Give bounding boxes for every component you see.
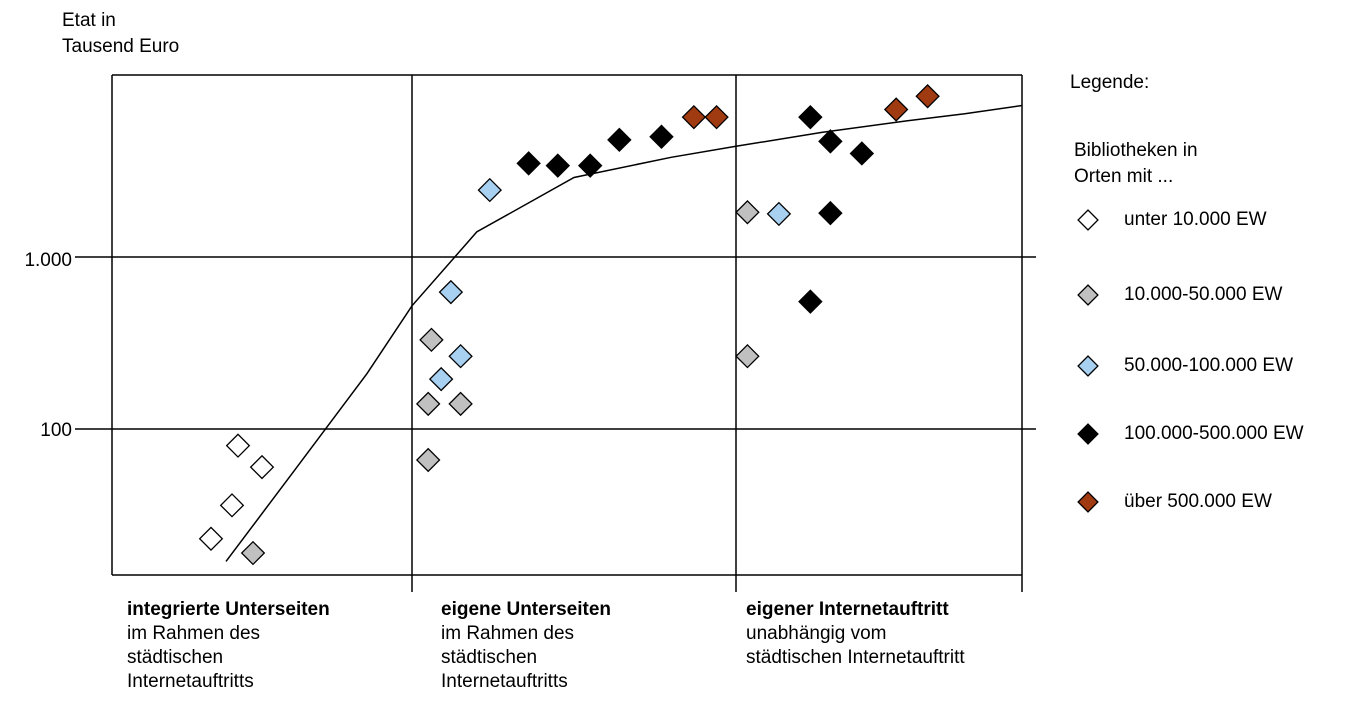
data-point-series-0 bbox=[249, 454, 275, 480]
legend-label: über 500.000 EW bbox=[1124, 491, 1272, 512]
legend-item-100000-500000: 100.000-500.000 EW bbox=[1074, 419, 1304, 449]
y-axis-title-line-1: Etat in bbox=[62, 10, 116, 31]
data-point-series-3 bbox=[818, 200, 843, 226]
legend-subtitle: Bibliotheken in Orten mit ... bbox=[1074, 138, 1198, 190]
y-axis-title-line-2: Tausend Euro bbox=[62, 36, 180, 57]
data-point-series-1 bbox=[415, 391, 441, 417]
legend-label: unter 10.000 EW bbox=[1124, 209, 1267, 230]
data-point-series-0 bbox=[225, 433, 251, 458]
data-point-series-1 bbox=[415, 447, 441, 473]
data-point-series-3 bbox=[818, 129, 843, 154]
y-axis-title: Etat in Tausend Euro bbox=[62, 8, 179, 60]
data-point-series-3 bbox=[607, 127, 632, 153]
data-point-series-1 bbox=[735, 343, 760, 369]
data-point-series-3 bbox=[516, 151, 541, 176]
diamond-marker-icon bbox=[1077, 491, 1099, 513]
data-point-series-3 bbox=[649, 124, 674, 150]
category-head: integrierte Unterseiten bbox=[127, 599, 330, 620]
category-line: im Rahmen des bbox=[127, 623, 261, 644]
data-point-series-4 bbox=[915, 84, 940, 109]
legend-title: Legende: bbox=[1070, 72, 1150, 93]
category-label-own-website: eigener Internetauftritt unabhängig vom … bbox=[746, 598, 965, 670]
legend-item-over-500000: über 500.000 EW bbox=[1074, 487, 1272, 517]
data-point-series-0 bbox=[198, 526, 224, 552]
category-label-integrated: integrierte Unterseiten im Rahmen des st… bbox=[127, 598, 330, 694]
data-point-series-2 bbox=[448, 343, 473, 369]
data-point-series-2 bbox=[477, 177, 502, 203]
diamond-marker-icon bbox=[1077, 284, 1099, 306]
data-point-series-3 bbox=[798, 289, 823, 314]
data-point-series-2 bbox=[428, 366, 454, 392]
data-point-series-4 bbox=[681, 104, 707, 130]
legend-item-under-10000: unter 10.000 EW bbox=[1074, 205, 1267, 235]
diamond-marker-icon bbox=[1077, 209, 1099, 231]
category-line: städtischen bbox=[441, 647, 538, 668]
data-point-series-3 bbox=[849, 141, 875, 166]
data-point-series-1 bbox=[419, 327, 444, 353]
data-point-series-3 bbox=[577, 153, 603, 178]
diamond-marker-icon bbox=[1077, 423, 1099, 445]
legend-subtitle-line-1: Bibliotheken in bbox=[1074, 140, 1198, 161]
category-line: städtischen bbox=[127, 647, 224, 668]
category-head: eigene Unterseiten bbox=[441, 599, 611, 620]
data-point-series-3 bbox=[545, 153, 571, 178]
legend-item-50000-100000: 50.000-100.000 EW bbox=[1074, 351, 1293, 381]
trend-line bbox=[225, 104, 1023, 562]
data-point-series-3 bbox=[798, 104, 823, 130]
data-point-series-4 bbox=[704, 104, 729, 130]
legend-subtitle-line-2: Orten mit ... bbox=[1074, 166, 1174, 187]
category-label-own-subpages: eigene Unterseiten im Rahmen des städtis… bbox=[441, 598, 611, 694]
data-point-series-2 bbox=[766, 201, 792, 227]
data-point-series-0 bbox=[219, 493, 245, 518]
category-line: im Rahmen des bbox=[441, 623, 575, 644]
legend-label: 50.000-100.000 EW bbox=[1124, 355, 1294, 376]
data-point-series-1 bbox=[240, 540, 266, 566]
data-point-series-2 bbox=[438, 279, 464, 305]
data-point-series-1 bbox=[448, 391, 473, 417]
category-line: Internetauftritts bbox=[127, 671, 254, 692]
y-tick-label-1000: 1.000 bbox=[24, 250, 72, 271]
diamond-marker-icon bbox=[1077, 355, 1099, 377]
y-tick-label-100: 100 bbox=[40, 420, 72, 441]
category-line: Internetauftritts bbox=[441, 671, 568, 692]
category-head: eigener Internetauftritt bbox=[746, 599, 949, 620]
data-point-series-1 bbox=[735, 200, 760, 225]
legend-label: 100.000-500.000 EW bbox=[1124, 423, 1304, 444]
data-point-series-4 bbox=[883, 97, 909, 122]
legend-label: 10.000-50.000 EW bbox=[1124, 284, 1283, 305]
legend-item-10000-50000: 10.000-50.000 EW bbox=[1074, 280, 1282, 310]
category-line: unabhängig vom bbox=[746, 623, 887, 644]
category-line: städtischen Internetauftritt bbox=[746, 647, 965, 668]
